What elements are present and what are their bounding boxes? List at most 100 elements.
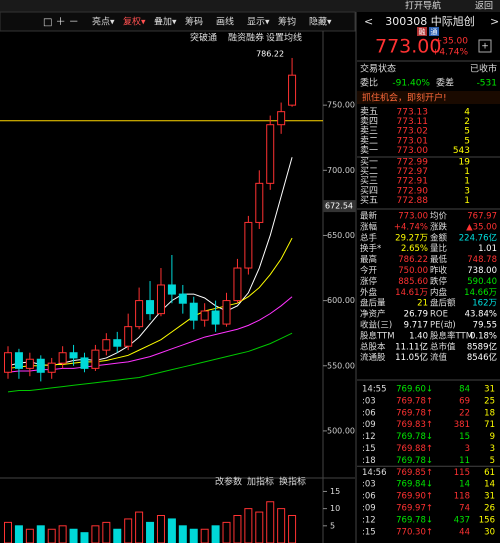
stat-label: 跌停 xyxy=(430,276,448,287)
tick-time: :15 xyxy=(362,444,376,454)
last-price: 773.00 xyxy=(375,36,441,58)
volume-link[interactable]: 换指标 xyxy=(279,476,306,488)
add-icon[interactable]: + xyxy=(481,42,489,52)
candle-body xyxy=(211,310,220,325)
stat-value: 767.97 xyxy=(467,212,497,222)
tick-price: 769.83↑ xyxy=(396,420,433,430)
tick-volume: 3 xyxy=(465,444,470,454)
chart-link[interactable]: 突破通 xyxy=(190,32,217,44)
tick-price: 770.30↑ xyxy=(396,527,433,537)
toolbar-button[interactable]: 显示▾ xyxy=(247,17,270,28)
tick-price: 769.84↓ xyxy=(396,480,433,490)
volume-bar xyxy=(156,515,165,543)
toolbar-button[interactable]: 亮点▾ xyxy=(92,16,115,28)
book-volume: 1 xyxy=(464,167,470,177)
book-label: 买四 xyxy=(360,185,378,196)
tick-count: 156 xyxy=(479,515,495,525)
y-tick-label: 500.00 xyxy=(327,426,355,435)
tick-price: 769.78↓ xyxy=(396,515,433,525)
y-tick-label: 650.00 xyxy=(327,231,355,240)
tick-count: 31 xyxy=(484,492,495,502)
stat-label: 总股本 xyxy=(360,341,386,352)
stat-value: 738.00 xyxy=(467,266,497,276)
tick-volume: 14 xyxy=(459,480,470,490)
icon[interactable]: □ ＋ － xyxy=(43,17,79,28)
toolbar-button[interactable]: 叠加▾ xyxy=(154,17,177,28)
stat-label: 盘后量 xyxy=(360,298,386,309)
volume-bar xyxy=(222,521,231,543)
chart-link[interactable]: 融资融券 xyxy=(228,32,264,44)
tick-volume: 381 xyxy=(454,420,470,430)
volume-link[interactable]: 改参数 xyxy=(215,476,242,488)
stat-value: 11.11亿 xyxy=(395,341,428,352)
volume-bar xyxy=(36,525,45,543)
candle-body xyxy=(80,357,89,369)
candle-body xyxy=(4,352,12,373)
toolbar-button[interactable]: 画线 xyxy=(216,16,234,28)
volume-link[interactable]: 加指标 xyxy=(247,476,274,488)
stat-value: 26.79 xyxy=(404,310,428,320)
banner-text[interactable]: 抓住机会，即刻开户! xyxy=(362,92,447,104)
tick-time: :12 xyxy=(362,515,376,525)
candle-body xyxy=(156,284,165,315)
stat-label: 今开 xyxy=(360,265,378,276)
stat-value: 224.76亿 xyxy=(459,232,497,243)
book-price: 773.13 xyxy=(397,108,429,118)
stat-label: 涨停 xyxy=(360,276,378,287)
candle-body xyxy=(178,293,187,304)
volume-bar xyxy=(233,515,242,543)
stat-value: 9.717 xyxy=(404,321,428,331)
toolbar-button[interactable]: 筹码 xyxy=(185,16,203,28)
volume-bar xyxy=(124,518,133,543)
volume-bar xyxy=(135,511,144,543)
tick-price: 769.90↑ xyxy=(396,492,433,502)
toolbar-button[interactable]: 复权▾ xyxy=(123,16,146,28)
banner[interactable] xyxy=(357,91,500,104)
stat-label: 盘后额 xyxy=(430,298,456,309)
candle-body xyxy=(91,349,100,369)
book-price: 772.99 xyxy=(397,158,429,168)
cursor-box xyxy=(323,200,356,213)
book-volume: 1 xyxy=(464,196,470,206)
stat-label: 最低 xyxy=(430,254,448,265)
tick-time: :03 xyxy=(362,480,376,490)
tick-count: 18 xyxy=(484,408,495,418)
tick-count: 9 xyxy=(490,432,495,442)
tick-volume: 11 xyxy=(459,456,470,466)
volume-bar xyxy=(167,518,176,543)
next-arrow[interactable]: > xyxy=(490,15,499,28)
prev-arrow[interactable]: < xyxy=(364,15,373,28)
stat-value: 21 xyxy=(417,299,428,309)
tick-price: 769.85↑ xyxy=(396,468,433,478)
candle-body xyxy=(113,339,122,347)
volume-bar xyxy=(47,528,56,543)
toolbar xyxy=(0,11,356,32)
volume-bar xyxy=(80,532,89,543)
volume-bar xyxy=(146,521,155,543)
book-price: 773.00 xyxy=(397,146,429,156)
nav-button[interactable]: 打开导航 xyxy=(405,0,441,12)
wc-label: 委差 xyxy=(436,77,454,89)
book-label: 买五 xyxy=(360,195,378,206)
add-button[interactable] xyxy=(478,39,492,53)
chart-link[interactable]: 设置均线 xyxy=(266,32,302,44)
stat-label: PE(动) xyxy=(430,320,456,331)
book-label: 买一 xyxy=(360,157,378,168)
candle-body xyxy=(255,182,264,223)
candle-body xyxy=(244,221,253,269)
toolbar-button[interactable]: 筹钧 xyxy=(278,16,296,28)
tick-count: 14 xyxy=(484,480,495,490)
back-button[interactable]: 返回 xyxy=(475,0,493,12)
book-volume: 3 xyxy=(464,186,470,196)
tick-time: :18 xyxy=(362,456,376,466)
book-price: 773.02 xyxy=(397,127,429,137)
volume-bar xyxy=(25,528,34,543)
tick-time: :09 xyxy=(362,504,376,514)
toolbar-button[interactable]: 隐藏▾ xyxy=(309,16,332,28)
stat-label: 流通股 xyxy=(360,352,386,363)
volume-bar xyxy=(244,508,253,543)
book-price: 773.11 xyxy=(397,117,429,127)
book-volume: 19 xyxy=(459,158,471,168)
y-tick-label: 15 xyxy=(330,487,340,496)
candle-body xyxy=(146,300,155,315)
